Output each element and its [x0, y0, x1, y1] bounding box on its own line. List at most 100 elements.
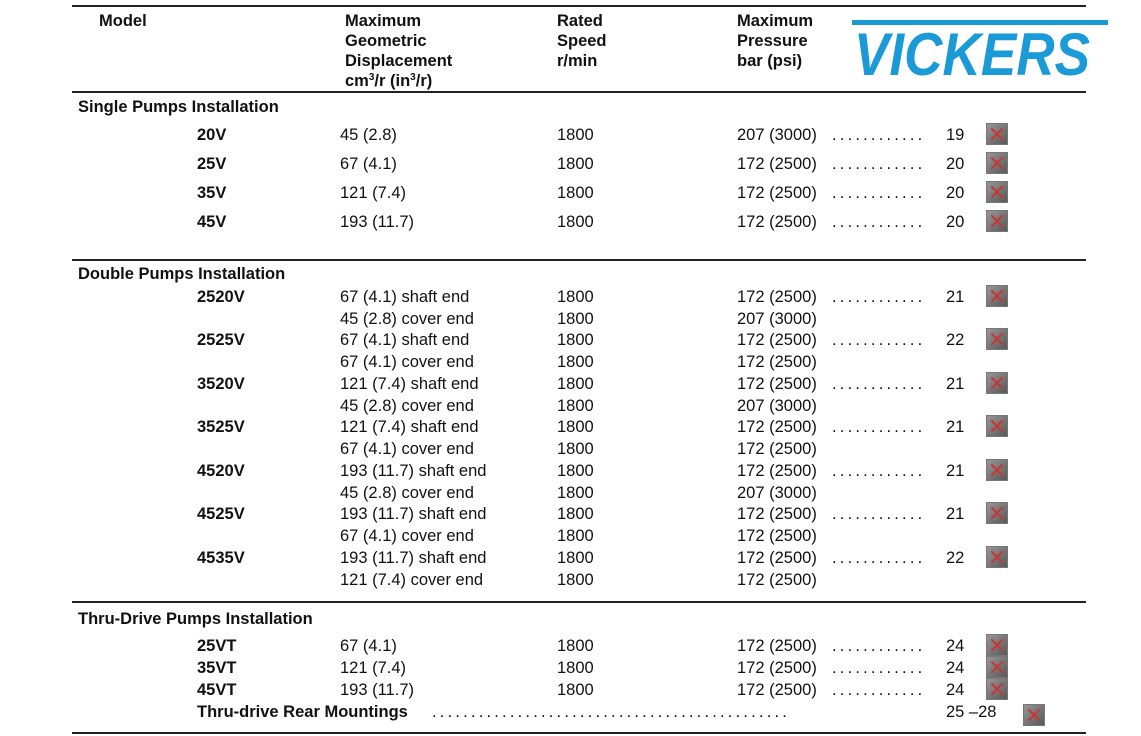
- page-number-link[interactable]: 21: [946, 505, 965, 523]
- section-title: Thru-Drive Pumps Installation: [78, 610, 313, 628]
- header-line: r/min: [557, 52, 598, 70]
- page-number-link[interactable]: 21: [946, 288, 965, 306]
- broken-image-icon[interactable]: [986, 546, 1008, 568]
- model-name: 3520V: [197, 375, 245, 393]
- header-line: Maximum: [345, 12, 422, 30]
- displacement-value: 67 (4.1) cover end: [340, 527, 474, 545]
- leader-dots: ............: [832, 418, 926, 436]
- model-name: 2520V: [197, 288, 245, 306]
- header-line: Displacement: [345, 52, 453, 70]
- max-pressure-value: 207 (3000): [737, 397, 817, 415]
- model-name: 3525V: [197, 418, 245, 436]
- header-line: Speed: [557, 32, 607, 50]
- leader-dots: ............: [832, 375, 926, 393]
- model-name: 4520V: [197, 462, 245, 480]
- leader-dots: ............: [832, 288, 926, 306]
- max-pressure-value: 172 (2500): [737, 681, 817, 699]
- displacement-value: 193 (11.7) shaft end: [340, 462, 487, 480]
- displacement-value: 45 (2.8) cover end: [340, 310, 474, 328]
- rated-speed-value: 1800: [557, 637, 594, 655]
- rated-speed-value: 1800: [557, 659, 594, 677]
- broken-image-icon[interactable]: [986, 678, 1008, 700]
- displacement-value: 67 (4.1): [340, 637, 397, 655]
- max-pressure-value: 172 (2500): [737, 353, 817, 371]
- model-name: 45V: [197, 213, 227, 231]
- header-line: Maximum: [737, 12, 814, 30]
- max-pressure-value: 207 (3000): [737, 310, 817, 328]
- section-title: Double Pumps Installation: [78, 265, 286, 283]
- header-displacement: Maximum Geometric Displacement cm3/r (in…: [345, 11, 452, 91]
- broken-image-icon[interactable]: [986, 459, 1008, 481]
- model-name: 35V: [197, 184, 227, 202]
- model-name: 45VT: [197, 681, 237, 699]
- broken-image-icon[interactable]: [986, 634, 1008, 656]
- broken-image-icon[interactable]: [986, 210, 1008, 232]
- rated-speed-value: 1800: [557, 571, 594, 589]
- rated-speed-value: 1800: [557, 331, 594, 349]
- page-number-link[interactable]: 24: [946, 681, 965, 699]
- leader-dots: ............: [832, 549, 926, 567]
- rated-speed-value: 1800: [557, 126, 594, 144]
- leader-dots: ............: [832, 331, 926, 349]
- page-number-link[interactable]: 19: [946, 126, 965, 144]
- broken-image-icon[interactable]: [986, 328, 1008, 350]
- page-number-link[interactable]: 20: [946, 184, 965, 202]
- displacement-value: 193 (11.7) shaft end: [340, 505, 487, 523]
- leader-dots: ........................................…: [432, 703, 791, 721]
- page-number-link[interactable]: 24: [946, 637, 965, 655]
- page-number-link[interactable]: 22: [946, 331, 965, 349]
- displacement-value: 67 (4.1) shaft end: [340, 288, 470, 306]
- page-range-link[interactable]: 25 –28: [946, 703, 997, 721]
- page-number-link[interactable]: 21: [946, 418, 965, 436]
- max-pressure-value: 172 (2500): [737, 505, 817, 523]
- model-name: 20V: [197, 126, 227, 144]
- max-pressure-value: 172 (2500): [737, 659, 817, 677]
- rated-speed-value: 1800: [557, 288, 594, 306]
- header-speed: Rated Speed r/min: [557, 11, 607, 71]
- displacement-value: 121 (7.4) cover end: [340, 571, 484, 589]
- broken-image-icon[interactable]: [986, 502, 1008, 524]
- vickers-logo: VICKERS: [852, 20, 1108, 76]
- section-title: Single Pumps Installation: [78, 98, 279, 116]
- model-name: 25V: [197, 155, 227, 173]
- max-pressure-value: 172 (2500): [737, 637, 817, 655]
- header-pressure: Maximum Pressure bar (psi): [737, 11, 813, 71]
- broken-image-icon[interactable]: [986, 415, 1008, 437]
- page-number-link[interactable]: 21: [946, 375, 965, 393]
- model-name: 25VT: [197, 637, 237, 655]
- page-number-link[interactable]: 22: [946, 549, 965, 567]
- model-name: 4525V: [197, 505, 245, 523]
- svg-text:VICKERS: VICKERS: [854, 21, 1090, 76]
- max-pressure-value: 172 (2500): [737, 549, 817, 567]
- section-rule: [72, 259, 1086, 261]
- broken-image-icon[interactable]: [986, 181, 1008, 203]
- header-line: Geometric: [345, 32, 427, 50]
- broken-image-icon[interactable]: [1023, 704, 1045, 726]
- displacement-value: 45 (2.8): [340, 126, 397, 144]
- displacement-value: 121 (7.4): [340, 184, 407, 202]
- max-pressure-value: 172 (2500): [737, 375, 817, 393]
- max-pressure-value: 172 (2500): [737, 184, 817, 202]
- page-number-link[interactable]: 20: [946, 213, 965, 231]
- page-number-link[interactable]: 24: [946, 659, 965, 677]
- displacement-value: 45 (2.8) cover end: [340, 484, 474, 502]
- displacement-value: 121 (7.4) shaft end: [340, 375, 479, 393]
- rated-speed-value: 1800: [557, 505, 594, 523]
- header-unit: cm3/r (in3/r): [345, 72, 433, 90]
- page-number-link[interactable]: 21: [946, 462, 965, 480]
- model-name: 35VT: [197, 659, 237, 677]
- max-pressure-value: 172 (2500): [737, 571, 817, 589]
- broken-image-icon[interactable]: [986, 656, 1008, 678]
- rated-speed-value: 1800: [557, 397, 594, 415]
- rated-speed-value: 1800: [557, 440, 594, 458]
- broken-image-icon[interactable]: [986, 152, 1008, 174]
- displacement-value: 193 (11.7): [340, 213, 414, 231]
- broken-image-icon[interactable]: [986, 372, 1008, 394]
- displacement-value: 67 (4.1) cover end: [340, 440, 474, 458]
- leader-dots: ............: [832, 184, 926, 202]
- page-number-link[interactable]: 20: [946, 155, 965, 173]
- broken-image-icon[interactable]: [986, 285, 1008, 307]
- broken-image-icon[interactable]: [986, 123, 1008, 145]
- header-line: Pressure: [737, 32, 808, 50]
- rated-speed-value: 1800: [557, 527, 594, 545]
